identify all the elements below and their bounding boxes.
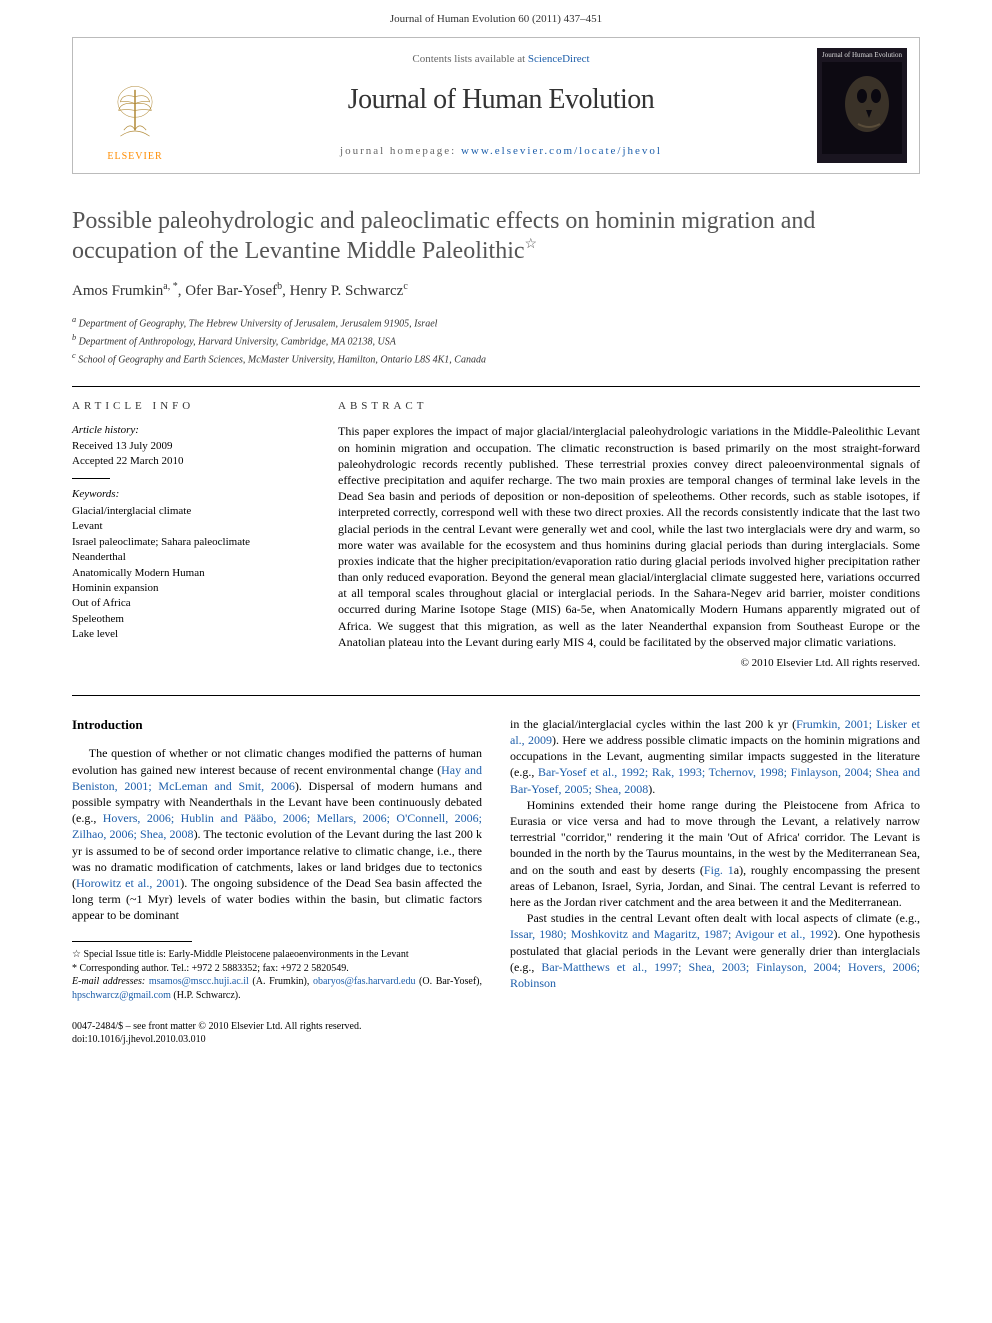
running-head: Journal of Human Evolution 60 (2011) 437…: [0, 0, 992, 37]
journal-cover: Journal of Human Evolution: [817, 48, 907, 163]
masthead-center: Contents lists available at ScienceDirec…: [185, 48, 817, 163]
author-3: Henry P. Schwarcz: [290, 283, 404, 299]
received-date: Received 13 July 2009: [72, 439, 302, 454]
homepage-line: journal homepage: www.elsevier.com/locat…: [193, 144, 809, 159]
cover-image: [822, 62, 902, 154]
affiliation-a: a Department of Geography, The Hebrew Un…: [72, 314, 920, 331]
rule: [72, 386, 920, 387]
title-footnote-star-icon: ☆: [525, 236, 538, 254]
abstract-head: ABSTRACT: [338, 399, 920, 414]
email-link[interactable]: msamos@mscc.huji.ac.il: [149, 976, 249, 987]
abstract-copyright: © 2010 Elsevier Ltd. All rights reserved…: [338, 656, 920, 671]
rule: [72, 695, 920, 696]
intro-p3: Hominins extended their home range durin…: [510, 797, 920, 910]
masthead-logo-block: ELSEVIER: [85, 48, 185, 163]
cover-title: Journal of Human Evolution: [822, 52, 902, 60]
author-1: Amos Frumkin: [72, 283, 163, 299]
author-2: Ofer Bar-Yosef: [185, 283, 277, 299]
doi-line: doi:10.1016/j.jhevol.2010.03.010: [72, 1033, 482, 1046]
affiliation-c: c School of Geography and Earth Sciences…: [72, 350, 920, 367]
keyword: Out of Africa: [72, 596, 302, 611]
info-divider: [72, 478, 110, 479]
intro-p2: in the glacial/interglacial cycles withi…: [510, 716, 920, 797]
footnote-rule: [72, 941, 192, 942]
bottom-matter: 0047-2484/$ – see front matter © 2010 El…: [72, 1020, 482, 1046]
body-column-right: in the glacial/interglacial cycles withi…: [510, 716, 920, 1047]
article-info: Article history: Received 13 July 2009 A…: [72, 423, 302, 642]
history-label: Article history:: [72, 423, 302, 438]
affiliations: a Department of Geography, The Hebrew Un…: [72, 314, 920, 368]
keywords-list: Glacial/interglacial climate Levant Isra…: [72, 504, 302, 643]
article-info-head: ARTICLE INFO: [72, 399, 302, 414]
elsevier-tree-icon: [100, 78, 170, 148]
footnote-star: ☆ Special Issue title is: Early-Middle P…: [72, 948, 482, 962]
affiliation-b: b Department of Anthropology, Harvard Un…: [72, 332, 920, 349]
homepage-prefix: journal homepage:: [340, 145, 461, 157]
citation-link[interactable]: Issar, 1980; Moshkovitz and Magaritz, 19…: [510, 927, 833, 941]
keyword: Glacial/interglacial climate: [72, 504, 302, 519]
masthead: ELSEVIER Contents lists available at Sci…: [72, 37, 920, 174]
front-matter-line: 0047-2484/$ – see front matter © 2010 El…: [72, 1020, 482, 1033]
sep: ,: [282, 283, 290, 299]
footnotes: ☆ Special Issue title is: Early-Middle P…: [72, 948, 482, 1002]
author-1-sup: a, *: [163, 281, 177, 292]
contents-prefix: Contents lists available at: [412, 53, 527, 65]
email-link[interactable]: obaryos@fas.harvard.edu: [313, 976, 416, 987]
accepted-date: Accepted 22 March 2010: [72, 454, 302, 469]
article-title: Possible paleohydrologic and paleoclimat…: [72, 206, 920, 266]
figure-link[interactable]: Fig. 1: [704, 863, 734, 877]
author-3-sup: c: [403, 281, 407, 292]
citation-link[interactable]: Bar-Yosef et al., 1992; Rak, 1993; Tcher…: [510, 765, 920, 795]
sciencedirect-link[interactable]: ScienceDirect: [528, 53, 590, 65]
authors-line: Amos Frumkina, *, Ofer Bar-Yosefb, Henry…: [72, 280, 920, 301]
keyword: Anatomically Modern Human: [72, 566, 302, 581]
keyword: Israel paleoclimate; Sahara paleoclimate: [72, 535, 302, 550]
footnote-emails: E-mail addresses: msamos@mscc.huji.ac.il…: [72, 975, 482, 1002]
intro-p4: Past studies in the central Levant often…: [510, 910, 920, 991]
keyword: Levant: [72, 519, 302, 534]
footnote-corresponding: * Corresponding author. Tel.: +972 2 588…: [72, 962, 482, 976]
keyword: Speleothem: [72, 612, 302, 627]
email-link[interactable]: hpschwarcz@gmail.com: [72, 990, 171, 1001]
homepage-url[interactable]: www.elsevier.com/locate/jhevol: [461, 145, 662, 157]
intro-p1: The question of whether or not climatic …: [72, 745, 482, 923]
keyword: Neanderthal: [72, 550, 302, 565]
keyword: Hominin expansion: [72, 581, 302, 596]
abstract-text: This paper explores the impact of major …: [338, 423, 920, 650]
keyword: Lake level: [72, 627, 302, 642]
elsevier-wordmark: ELSEVIER: [107, 150, 162, 164]
citation-link[interactable]: Bar-Matthews et al., 1997; Shea, 2003; F…: [510, 960, 920, 990]
body-column-left: Introduction The question of whether or …: [72, 716, 482, 1047]
journal-name: Journal of Human Evolution: [193, 81, 809, 119]
contents-line: Contents lists available at ScienceDirec…: [193, 52, 809, 67]
keywords-label: Keywords:: [72, 487, 302, 502]
title-text: Possible paleohydrologic and paleoclimat…: [72, 208, 815, 264]
citation-link[interactable]: Horowitz et al., 2001: [76, 876, 180, 890]
intro-heading: Introduction: [72, 716, 482, 734]
